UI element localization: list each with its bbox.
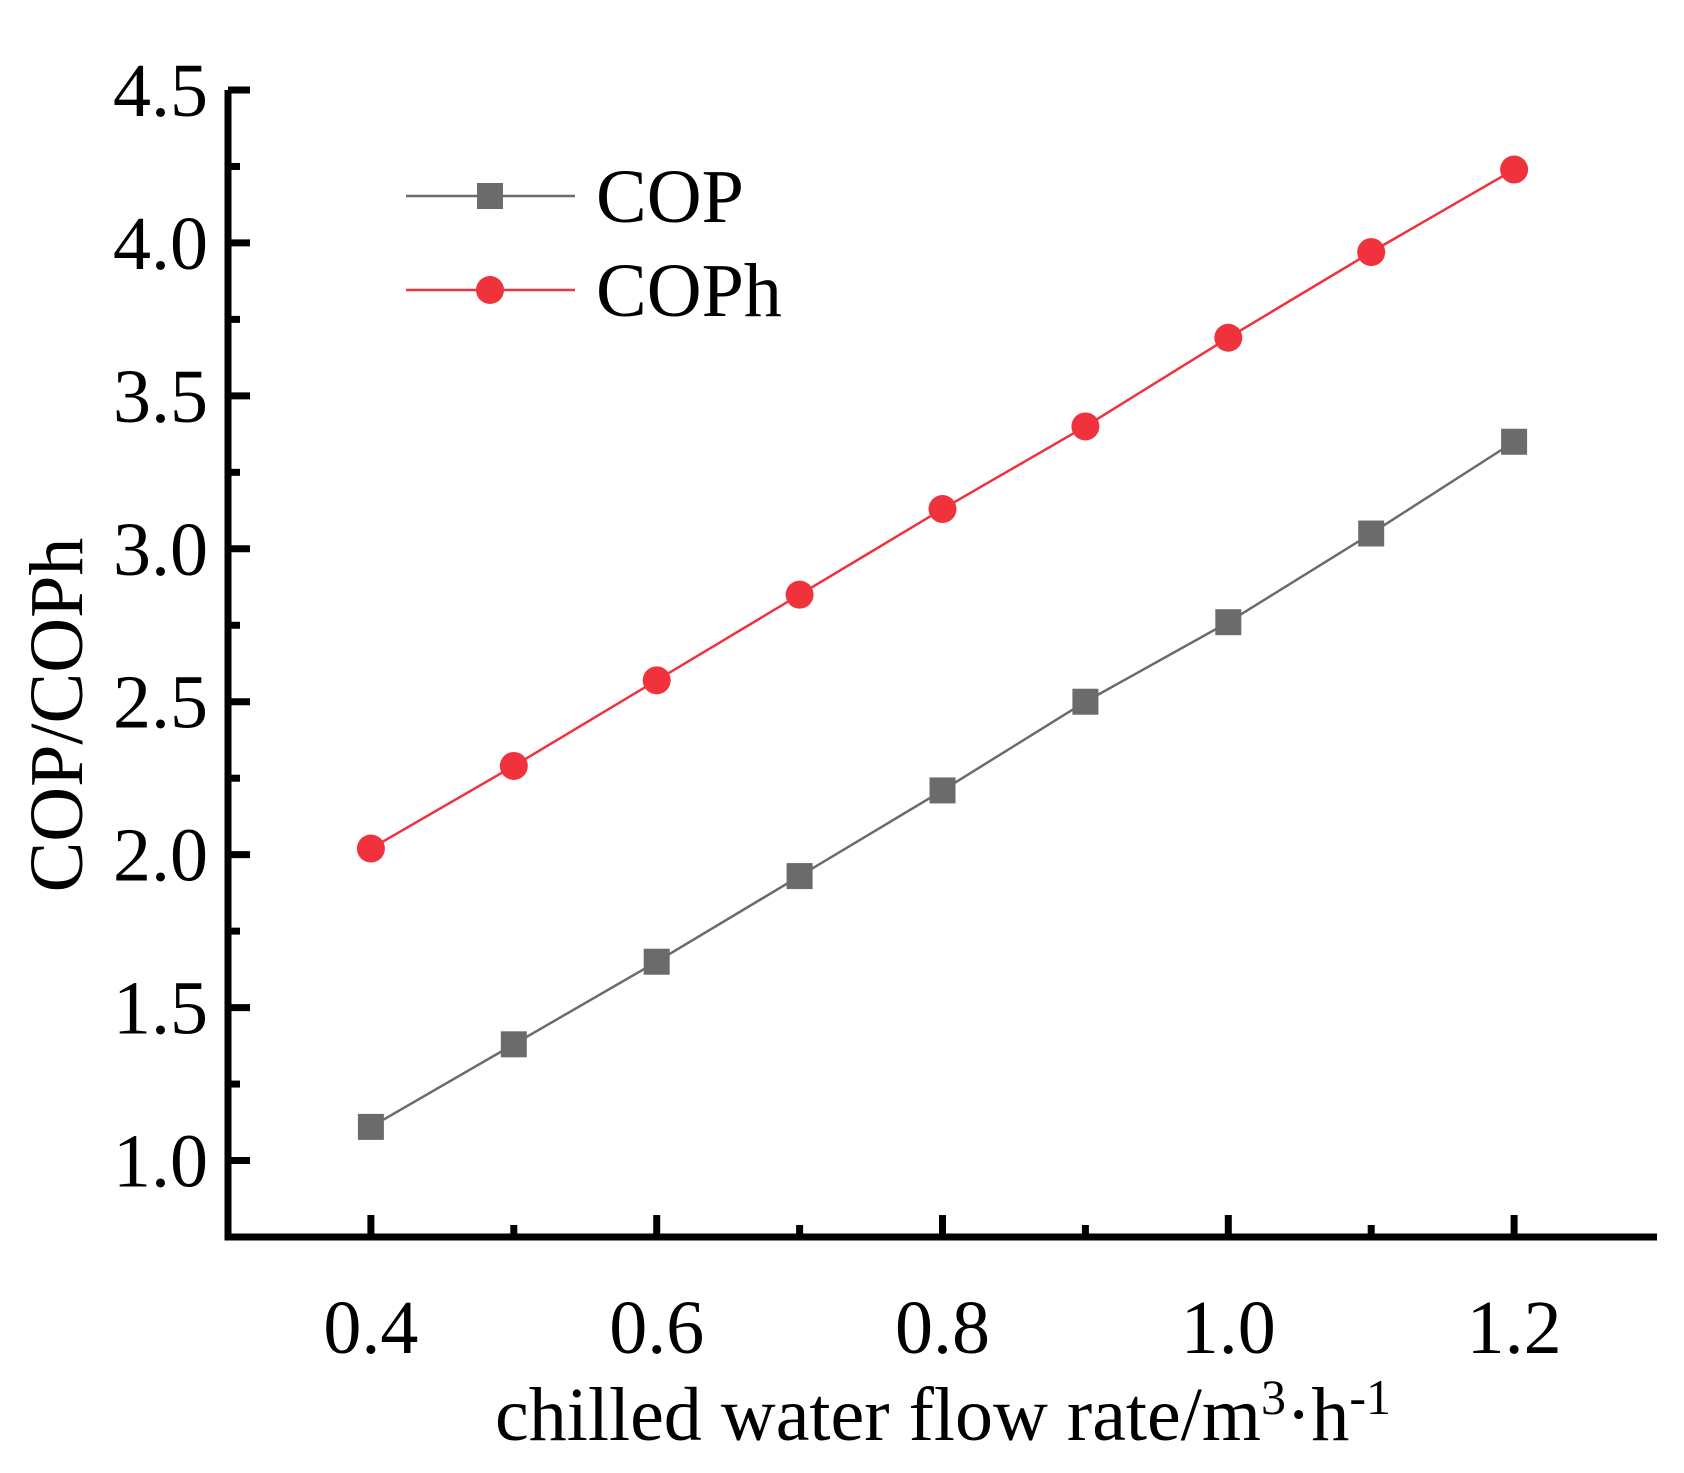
x-axis-title-main: chilled water flow rate/m (495, 1373, 1261, 1457)
y-tick-label: 1.5 (113, 967, 208, 1051)
x-axis-title-sup2: -1 (1349, 1369, 1391, 1425)
series-coph (356, 155, 1529, 863)
point-cop (357, 1113, 384, 1140)
point-coph (1071, 412, 1100, 441)
legend-item-coph: COPh (406, 249, 782, 333)
point-coph (785, 580, 814, 609)
legend-marker-coph (476, 276, 504, 304)
point-cop (1501, 428, 1528, 455)
y-tick-label: 1.0 (113, 1120, 208, 1204)
point-coph (356, 834, 385, 863)
x-axis-title-mid: ·h (1286, 1373, 1349, 1457)
y-tick-label: 2.5 (113, 661, 208, 745)
point-cop (786, 863, 813, 890)
x-tick-label: 0.8 (895, 1286, 990, 1370)
point-cop (500, 1031, 527, 1058)
y-tick-label: 2.0 (113, 814, 208, 898)
legend-label-cop: COP (596, 155, 744, 239)
x-tick-label: 1.0 (1181, 1286, 1276, 1370)
x-axis-title-sup1: 3 (1261, 1369, 1286, 1425)
y-axis-title: COP/COPh (15, 538, 99, 893)
point-coph (928, 495, 957, 524)
y-tick-label: 4.5 (113, 49, 208, 133)
point-coph (642, 666, 671, 695)
x-tick-label: 0.4 (323, 1286, 418, 1370)
point-cop (643, 948, 670, 975)
legend-label-coph: COPh (596, 249, 782, 333)
x-tick-label: 0.6 (609, 1286, 704, 1370)
x-axis-title: chilled water flow rate/m3·h-1 (495, 1369, 1391, 1457)
point-cop (1215, 609, 1242, 636)
y-tick-label: 3.0 (113, 508, 208, 592)
point-coph (1214, 323, 1243, 352)
ticks: 1.0 1.5 2.0 2.5 3.0 3.5 4.0 4.5 0.4 0.6 0.8 1.0 1.2 (113, 49, 1562, 1370)
legend-item-cop: COP (406, 155, 744, 239)
y-tick-label: 3.5 (113, 355, 208, 439)
legend: COP COPh (406, 155, 782, 333)
x-tick-label: 1.2 (1467, 1286, 1562, 1370)
y-tick-label: 4.0 (113, 202, 208, 286)
point-cop (1358, 520, 1385, 547)
point-coph (1500, 155, 1529, 184)
axes (224, 90, 1657, 1241)
point-cop (929, 777, 956, 804)
point-coph (499, 751, 528, 780)
series-cop (357, 428, 1528, 1140)
point-cop (1072, 688, 1099, 715)
legend-marker-cop (477, 183, 503, 209)
point-coph (1357, 238, 1386, 267)
series-layer (356, 155, 1529, 1140)
